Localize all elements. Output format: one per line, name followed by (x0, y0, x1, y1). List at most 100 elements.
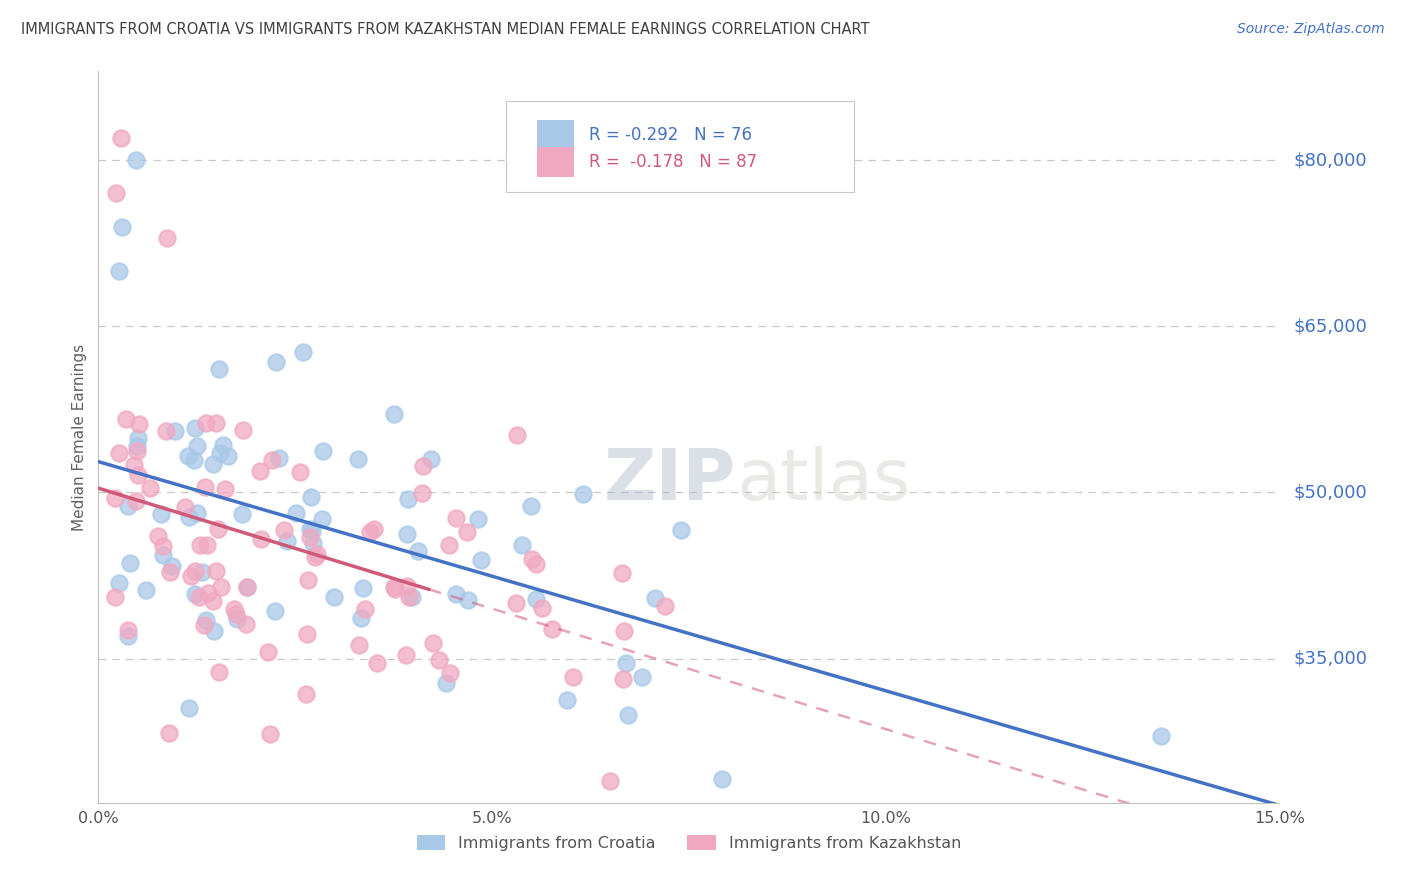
Point (541, 622, 564, 636)
Point (506, 428, 529, 442)
Text: R =  -0.178   N = 87: R = -0.178 N = 87 (589, 153, 756, 171)
Point (256, 645, 278, 659)
Point (398, 590, 420, 604)
Point (127, 431, 149, 445)
Point (127, 468, 149, 483)
Point (157, 726, 180, 740)
Point (184, 564, 207, 578)
Point (1150, 729, 1173, 743)
Point (322, 590, 344, 604)
Point (117, 629, 139, 643)
Point (264, 355, 287, 369)
Point (305, 548, 328, 562)
Point (207, 523, 229, 537)
Point (217, 449, 239, 463)
Point (571, 487, 593, 501)
FancyBboxPatch shape (537, 120, 575, 151)
Point (186, 439, 208, 453)
Point (128, 417, 150, 431)
FancyBboxPatch shape (506, 101, 855, 192)
Point (125, 153, 148, 167)
Point (395, 527, 418, 541)
Point (297, 573, 319, 587)
Point (108, 575, 131, 590)
Point (135, 582, 157, 597)
Point (104, 186, 127, 201)
Point (236, 580, 259, 594)
Point (419, 452, 441, 467)
Point (197, 586, 219, 600)
Point (202, 594, 225, 608)
Point (184, 587, 207, 601)
Point (152, 539, 174, 553)
Point (631, 670, 654, 684)
Point (298, 522, 321, 536)
Point (505, 596, 527, 610)
Point (125, 444, 148, 458)
Text: $65,000: $65,000 (1294, 318, 1368, 335)
Legend: Immigrants from Croatia, Immigrants from Kazakhstan: Immigrants from Croatia, Immigrants from… (411, 828, 967, 857)
Point (202, 624, 225, 638)
Point (259, 727, 281, 741)
Point (347, 451, 370, 466)
Point (205, 564, 228, 578)
Point (299, 529, 322, 543)
Point (148, 529, 170, 543)
Point (108, 446, 131, 460)
Point (202, 457, 225, 471)
Point (422, 636, 444, 650)
Point (359, 524, 381, 539)
Text: ZIP: ZIP (605, 447, 737, 516)
Point (288, 465, 311, 479)
Point (401, 590, 423, 604)
Point (434, 675, 457, 690)
Point (232, 423, 254, 437)
Point (614, 656, 637, 670)
Point (408, 544, 430, 558)
Point (295, 687, 318, 701)
Point (186, 506, 208, 520)
Point (524, 557, 547, 571)
Point (612, 624, 634, 639)
Point (311, 512, 333, 526)
Point (211, 438, 233, 452)
Point (312, 444, 335, 458)
Point (107, 264, 129, 278)
Point (301, 524, 323, 539)
Point (526, 591, 548, 606)
Point (163, 424, 186, 438)
Point (152, 548, 174, 562)
Point (510, 538, 533, 552)
Point (208, 665, 231, 679)
Point (531, 601, 554, 615)
Point (456, 525, 478, 540)
Point (184, 421, 207, 435)
FancyBboxPatch shape (537, 146, 575, 178)
Point (411, 486, 433, 500)
Point (396, 491, 419, 506)
Point (295, 627, 318, 641)
Point (138, 481, 160, 495)
Point (384, 582, 406, 596)
Point (562, 670, 585, 684)
Point (382, 580, 405, 594)
Point (267, 451, 290, 466)
Point (111, 219, 134, 234)
Point (195, 538, 218, 552)
Point (260, 453, 283, 467)
Point (467, 512, 489, 526)
Point (302, 536, 325, 550)
Point (231, 507, 253, 521)
Point (114, 412, 136, 426)
Point (250, 533, 273, 547)
Point (555, 693, 578, 707)
Point (350, 611, 373, 625)
Point (125, 439, 148, 453)
Point (236, 580, 259, 594)
Point (174, 500, 197, 514)
Point (118, 556, 141, 570)
Text: R = -0.292   N = 76: R = -0.292 N = 76 (589, 126, 752, 144)
Point (150, 508, 173, 522)
Point (188, 538, 211, 552)
Point (395, 648, 418, 662)
